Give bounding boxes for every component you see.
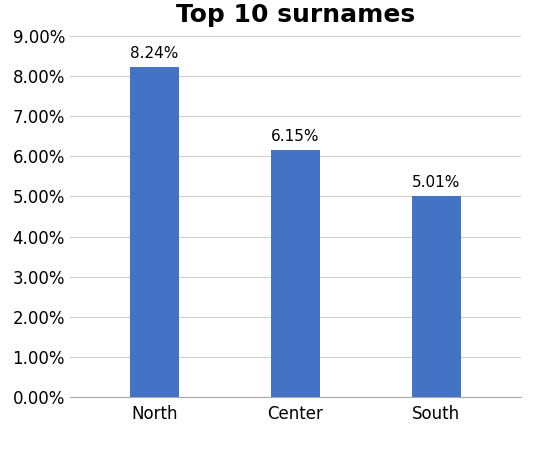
Bar [271,150,320,397]
Text: 6.15%: 6.15% [271,129,320,144]
Bar [130,67,179,397]
Text: 8.24%: 8.24% [130,46,179,60]
Bar [412,196,461,397]
Title: Top 10 surnames: Top 10 surnames [176,3,415,27]
Text: 5.01%: 5.01% [412,175,461,190]
